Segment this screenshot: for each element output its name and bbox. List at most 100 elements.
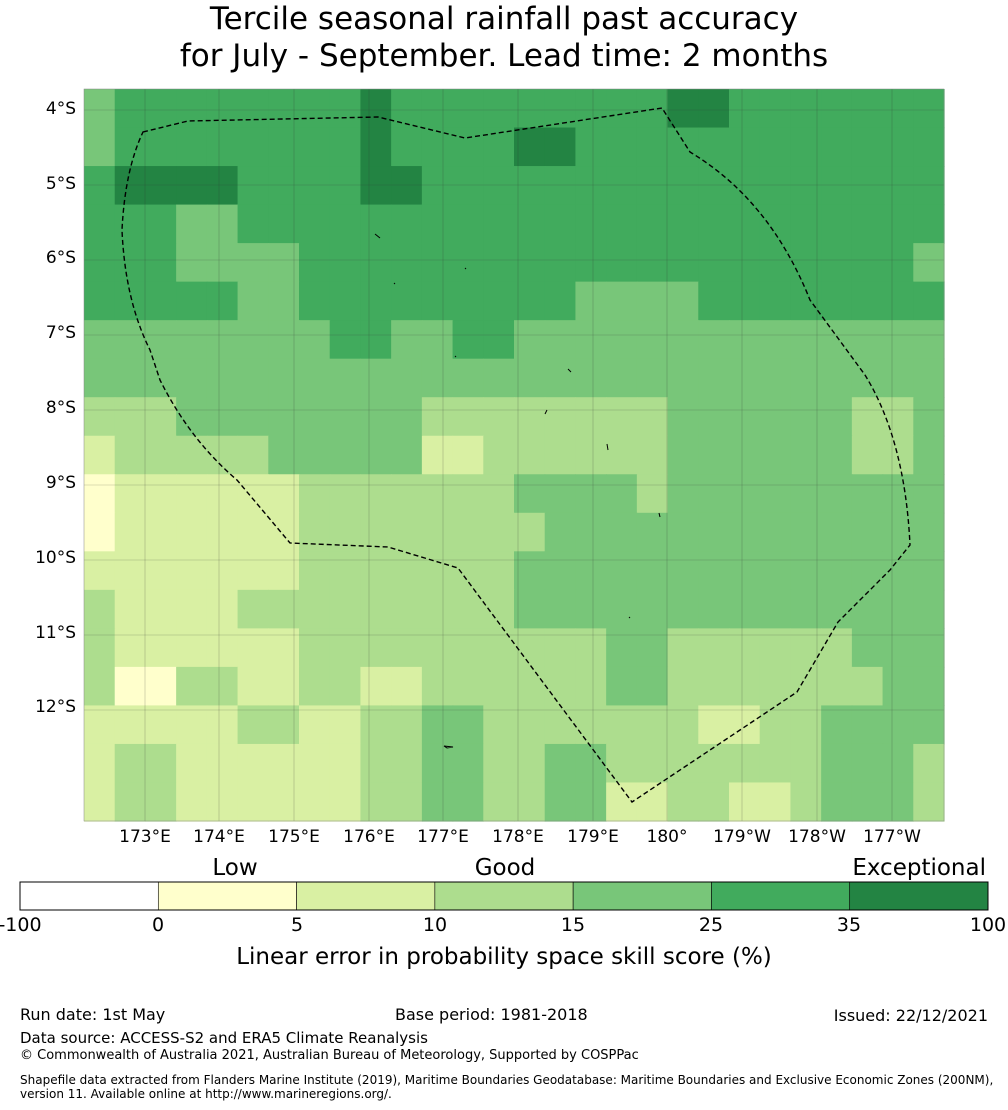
grid-cell	[790, 782, 822, 822]
grid-cell	[299, 243, 331, 283]
grid-cell	[636, 705, 669, 745]
grid-cell	[698, 204, 730, 244]
grid-cell	[882, 358, 914, 398]
grid-cell	[514, 589, 546, 629]
grid-cell	[667, 705, 699, 745]
grid-cell	[268, 628, 300, 668]
grid-cell	[667, 243, 699, 283]
grid-cell	[821, 666, 853, 707]
grid-cell	[114, 358, 147, 398]
grid-cell	[575, 166, 607, 206]
grid-cell	[882, 589, 914, 629]
lat-label: 11°S	[35, 623, 76, 643]
grid-cell	[851, 628, 884, 668]
grid-cell	[268, 782, 300, 822]
grid-cell	[176, 782, 208, 822]
grid-cell	[145, 89, 177, 129]
grid-cell	[360, 628, 392, 668]
grid-cell	[698, 358, 730, 398]
grid-cell	[606, 589, 638, 629]
grid-cell	[514, 705, 546, 745]
grid-cell	[514, 281, 546, 321]
grid-cell	[636, 127, 669, 167]
grid-cell	[299, 320, 331, 360]
grid-cell	[268, 243, 300, 283]
grid-cell	[514, 435, 546, 475]
grid-cell	[698, 666, 730, 707]
grid-cell	[391, 628, 423, 668]
grid-cell	[421, 782, 454, 822]
grid-cell	[268, 281, 300, 321]
grid-cell	[452, 89, 484, 129]
grid-cell	[821, 89, 853, 129]
grid-cell	[176, 474, 208, 514]
grid-cell	[84, 397, 116, 437]
grid-cell	[360, 320, 392, 360]
shapefile-credit: Shapefile data extracted from Flanders M…	[20, 1073, 994, 1101]
grid-cell	[575, 474, 607, 514]
grid-cell	[206, 551, 239, 591]
grid-cell	[851, 397, 884, 437]
grid-cell	[237, 628, 269, 668]
grid-cell	[237, 705, 269, 745]
grid-cell	[729, 474, 761, 514]
run-date: Run date: 1st May	[20, 1005, 166, 1024]
grid-cell	[237, 435, 269, 475]
grid-cell	[206, 666, 239, 707]
grid-cell	[421, 320, 454, 360]
island	[374, 233, 381, 239]
grid-cell	[114, 281, 147, 321]
islands	[374, 233, 661, 749]
grid-cell	[84, 705, 116, 745]
grid-cell	[237, 166, 269, 206]
grid-cell	[514, 358, 546, 398]
grid-cell	[329, 782, 362, 822]
grid-cell	[206, 166, 239, 206]
grid-cell	[145, 358, 177, 398]
grid-cell	[790, 320, 822, 360]
grid-cell	[329, 628, 362, 668]
grid-cell	[575, 89, 607, 129]
grid-cell	[84, 243, 116, 283]
grid-cell	[176, 127, 208, 167]
grid-cell	[360, 166, 392, 206]
data-source: Data source: ACCESS-S2 and ERA5 Climate …	[20, 1029, 428, 1047]
base-period: Base period: 1981-2018	[395, 1005, 588, 1024]
grid-cell	[176, 512, 208, 552]
grid-cell	[176, 320, 208, 360]
grid-cell	[821, 782, 853, 822]
grid-cell	[667, 435, 699, 475]
grid-cell	[84, 512, 116, 552]
grid-cell	[698, 281, 730, 321]
grid-cell	[360, 551, 392, 591]
grid-cell	[329, 666, 362, 707]
grid-cell	[114, 743, 147, 784]
grid-cell	[606, 628, 638, 668]
grid-cell	[790, 127, 822, 167]
grid-cell	[514, 89, 546, 129]
grid-cell	[606, 320, 638, 360]
grid-cell	[114, 320, 147, 360]
grid-cell	[206, 243, 239, 283]
grid-cell	[145, 705, 177, 745]
grid-cell	[421, 358, 454, 398]
grid-cell	[544, 204, 577, 244]
grid-cell	[729, 358, 761, 398]
grid-cell	[268, 551, 300, 591]
grid-cell	[483, 127, 515, 167]
grid-cell	[913, 705, 945, 745]
grid-cell	[851, 512, 884, 552]
grid-cell	[729, 397, 761, 437]
grid-cell	[575, 243, 607, 283]
colorbar-category-exceptional: Exceptional	[852, 855, 986, 881]
grid-cell	[698, 397, 730, 437]
grid-cell	[299, 705, 331, 745]
grid-cell	[145, 243, 177, 283]
grid-cell	[882, 705, 914, 745]
grid-cell	[237, 358, 269, 398]
grid-cell	[729, 705, 761, 745]
grid-cell	[329, 551, 362, 591]
grid-cell	[882, 89, 914, 129]
grid-cell	[882, 435, 914, 475]
